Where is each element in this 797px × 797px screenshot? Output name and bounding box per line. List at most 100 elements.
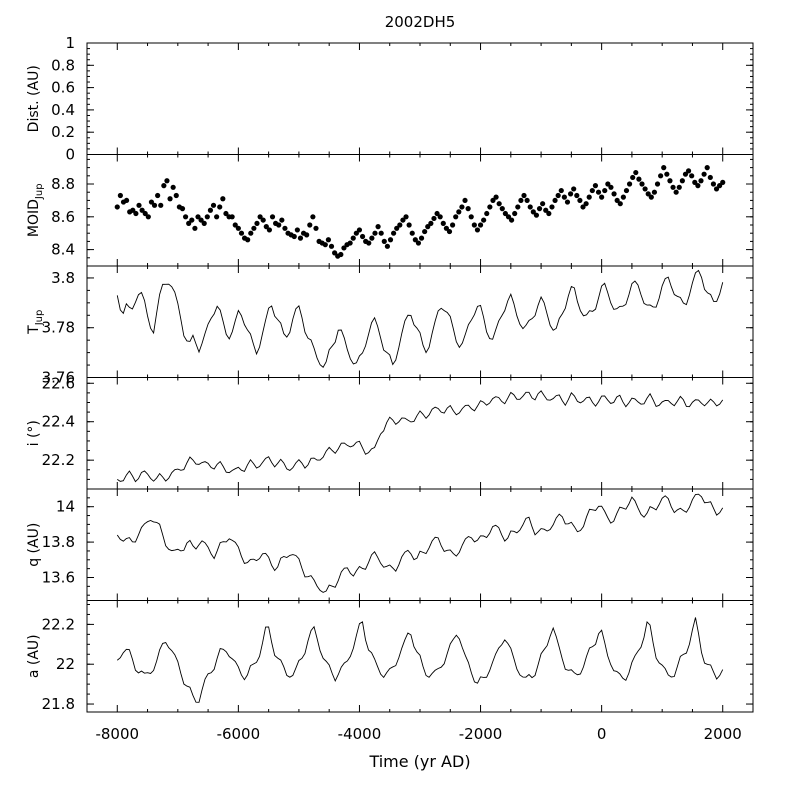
data-point-moid: [151, 202, 158, 208]
data-point-moid: [117, 192, 123, 199]
x-tick-label: -6000: [217, 725, 261, 743]
chart-title: 2002DH5: [385, 13, 456, 31]
y-tick-label-dist: 0.6: [51, 79, 75, 97]
y-tick-label-a: 22: [56, 655, 75, 673]
data-point-moid: [409, 230, 415, 236]
data-point-moid: [204, 214, 210, 220]
data-point-moid: [670, 184, 676, 190]
panel-a: 21.8 22 22.2a (AU): [26, 600, 754, 713]
data-point-moid: [540, 201, 546, 207]
y-tick-label-a: 22.2: [42, 615, 75, 633]
data-point-moid: [695, 183, 701, 189]
data-point-moid: [636, 176, 642, 182]
data-point-moid: [245, 237, 251, 243]
data-point-moid: [142, 210, 148, 217]
y-axis-label-main-moid: MOID: [26, 199, 42, 237]
data-point-moid: [394, 225, 400, 231]
data-point-moid: [431, 215, 437, 222]
data-point-moid: [521, 192, 527, 199]
data-point-moid: [422, 228, 428, 235]
series-line-tjup: [116, 269, 724, 368]
data-point-moid: [145, 214, 151, 220]
data-point-moid: [235, 225, 241, 231]
data-point-moid: [400, 217, 406, 223]
data-point-moid: [179, 206, 186, 212]
data-point-moid: [453, 214, 459, 220]
y-tick-label-i: 22.4: [42, 413, 75, 431]
data-point-moid: [415, 240, 422, 246]
data-point-moid: [375, 224, 381, 230]
data-point-moid: [490, 197, 496, 204]
data-point-moid: [620, 194, 626, 200]
data-point-moid: [434, 210, 440, 217]
data-point-moid: [530, 209, 536, 215]
data-point-moid: [387, 237, 394, 243]
data-point-moid: [667, 178, 673, 184]
data-point-moid: [136, 202, 142, 208]
data-point-moid: [567, 191, 574, 197]
y-tick-label-q: 13.8: [42, 533, 75, 551]
y-tick-label-q: 14: [56, 498, 75, 516]
data-point-moid: [642, 186, 648, 192]
data-point-moid: [477, 222, 484, 228]
data-point-moid: [664, 171, 670, 177]
y-tick-label-dist: 1: [65, 34, 75, 52]
data-point-moid: [114, 204, 120, 210]
data-point-moid: [626, 181, 633, 187]
x-tick-label: 2000: [704, 725, 742, 743]
data-point-moid: [465, 206, 471, 212]
data-point-moid: [645, 191, 651, 197]
y-tick-label-dist: 0: [65, 146, 75, 164]
y-tick-label-tjup: 3.76: [42, 369, 75, 387]
x-tick-label: -8000: [95, 725, 139, 743]
panel-frame-moid: [86, 154, 754, 267]
data-point-moid: [366, 240, 372, 246]
y-tick-label-dist: 0.2: [51, 123, 75, 141]
data-point-moid: [443, 225, 449, 231]
data-point-moid: [611, 191, 617, 197]
data-point-moid: [630, 174, 636, 181]
y-axis-label-dist: Dist. (AU): [26, 65, 42, 132]
data-point-moid: [189, 217, 195, 223]
data-point-moid: [260, 217, 266, 223]
x-axis-label: Time (yr AD): [368, 752, 470, 771]
data-point-moid: [543, 207, 549, 213]
data-point-moid: [701, 171, 707, 177]
data-point-moid: [639, 181, 645, 187]
data-point-moid: [139, 207, 145, 213]
data-point-moid: [527, 204, 533, 210]
y-axis-label-sub-moid: Jup: [34, 183, 45, 200]
y-axis-label-tjup: TJup: [26, 310, 45, 335]
data-point-moid: [192, 225, 198, 231]
data-point-moid: [381, 238, 387, 244]
data-point-moid: [369, 235, 375, 241]
panel-frame-q: [86, 488, 754, 601]
data-point-moid: [418, 235, 425, 241]
data-point-moid: [493, 194, 499, 200]
data-point-moid: [201, 220, 207, 226]
data-point-moid: [704, 165, 710, 171]
data-point-moid: [198, 217, 204, 223]
data-point-moid: [462, 197, 468, 204]
data-point-moid: [173, 192, 179, 199]
x-tick-label: -2000: [459, 725, 503, 743]
data-point-moid: [502, 210, 508, 217]
data-point-moid: [471, 222, 477, 228]
data-point-moid: [158, 202, 164, 208]
data-point-moid: [496, 201, 502, 207]
data-point-moid: [397, 222, 403, 228]
y-tick-label-tjup: 3.78: [42, 319, 75, 337]
data-point-moid: [633, 169, 639, 176]
data-point-moid: [623, 187, 630, 194]
data-point-moid: [599, 194, 605, 200]
data-point-moid: [658, 173, 664, 179]
data-point-moid: [552, 197, 558, 204]
data-point-moid: [617, 201, 623, 207]
data-point-moid: [223, 210, 229, 217]
y-tick-label-dist: 0.4: [51, 101, 75, 119]
data-point-moid: [328, 243, 335, 249]
data-point-moid: [533, 212, 540, 218]
data-point-moid: [499, 206, 505, 212]
